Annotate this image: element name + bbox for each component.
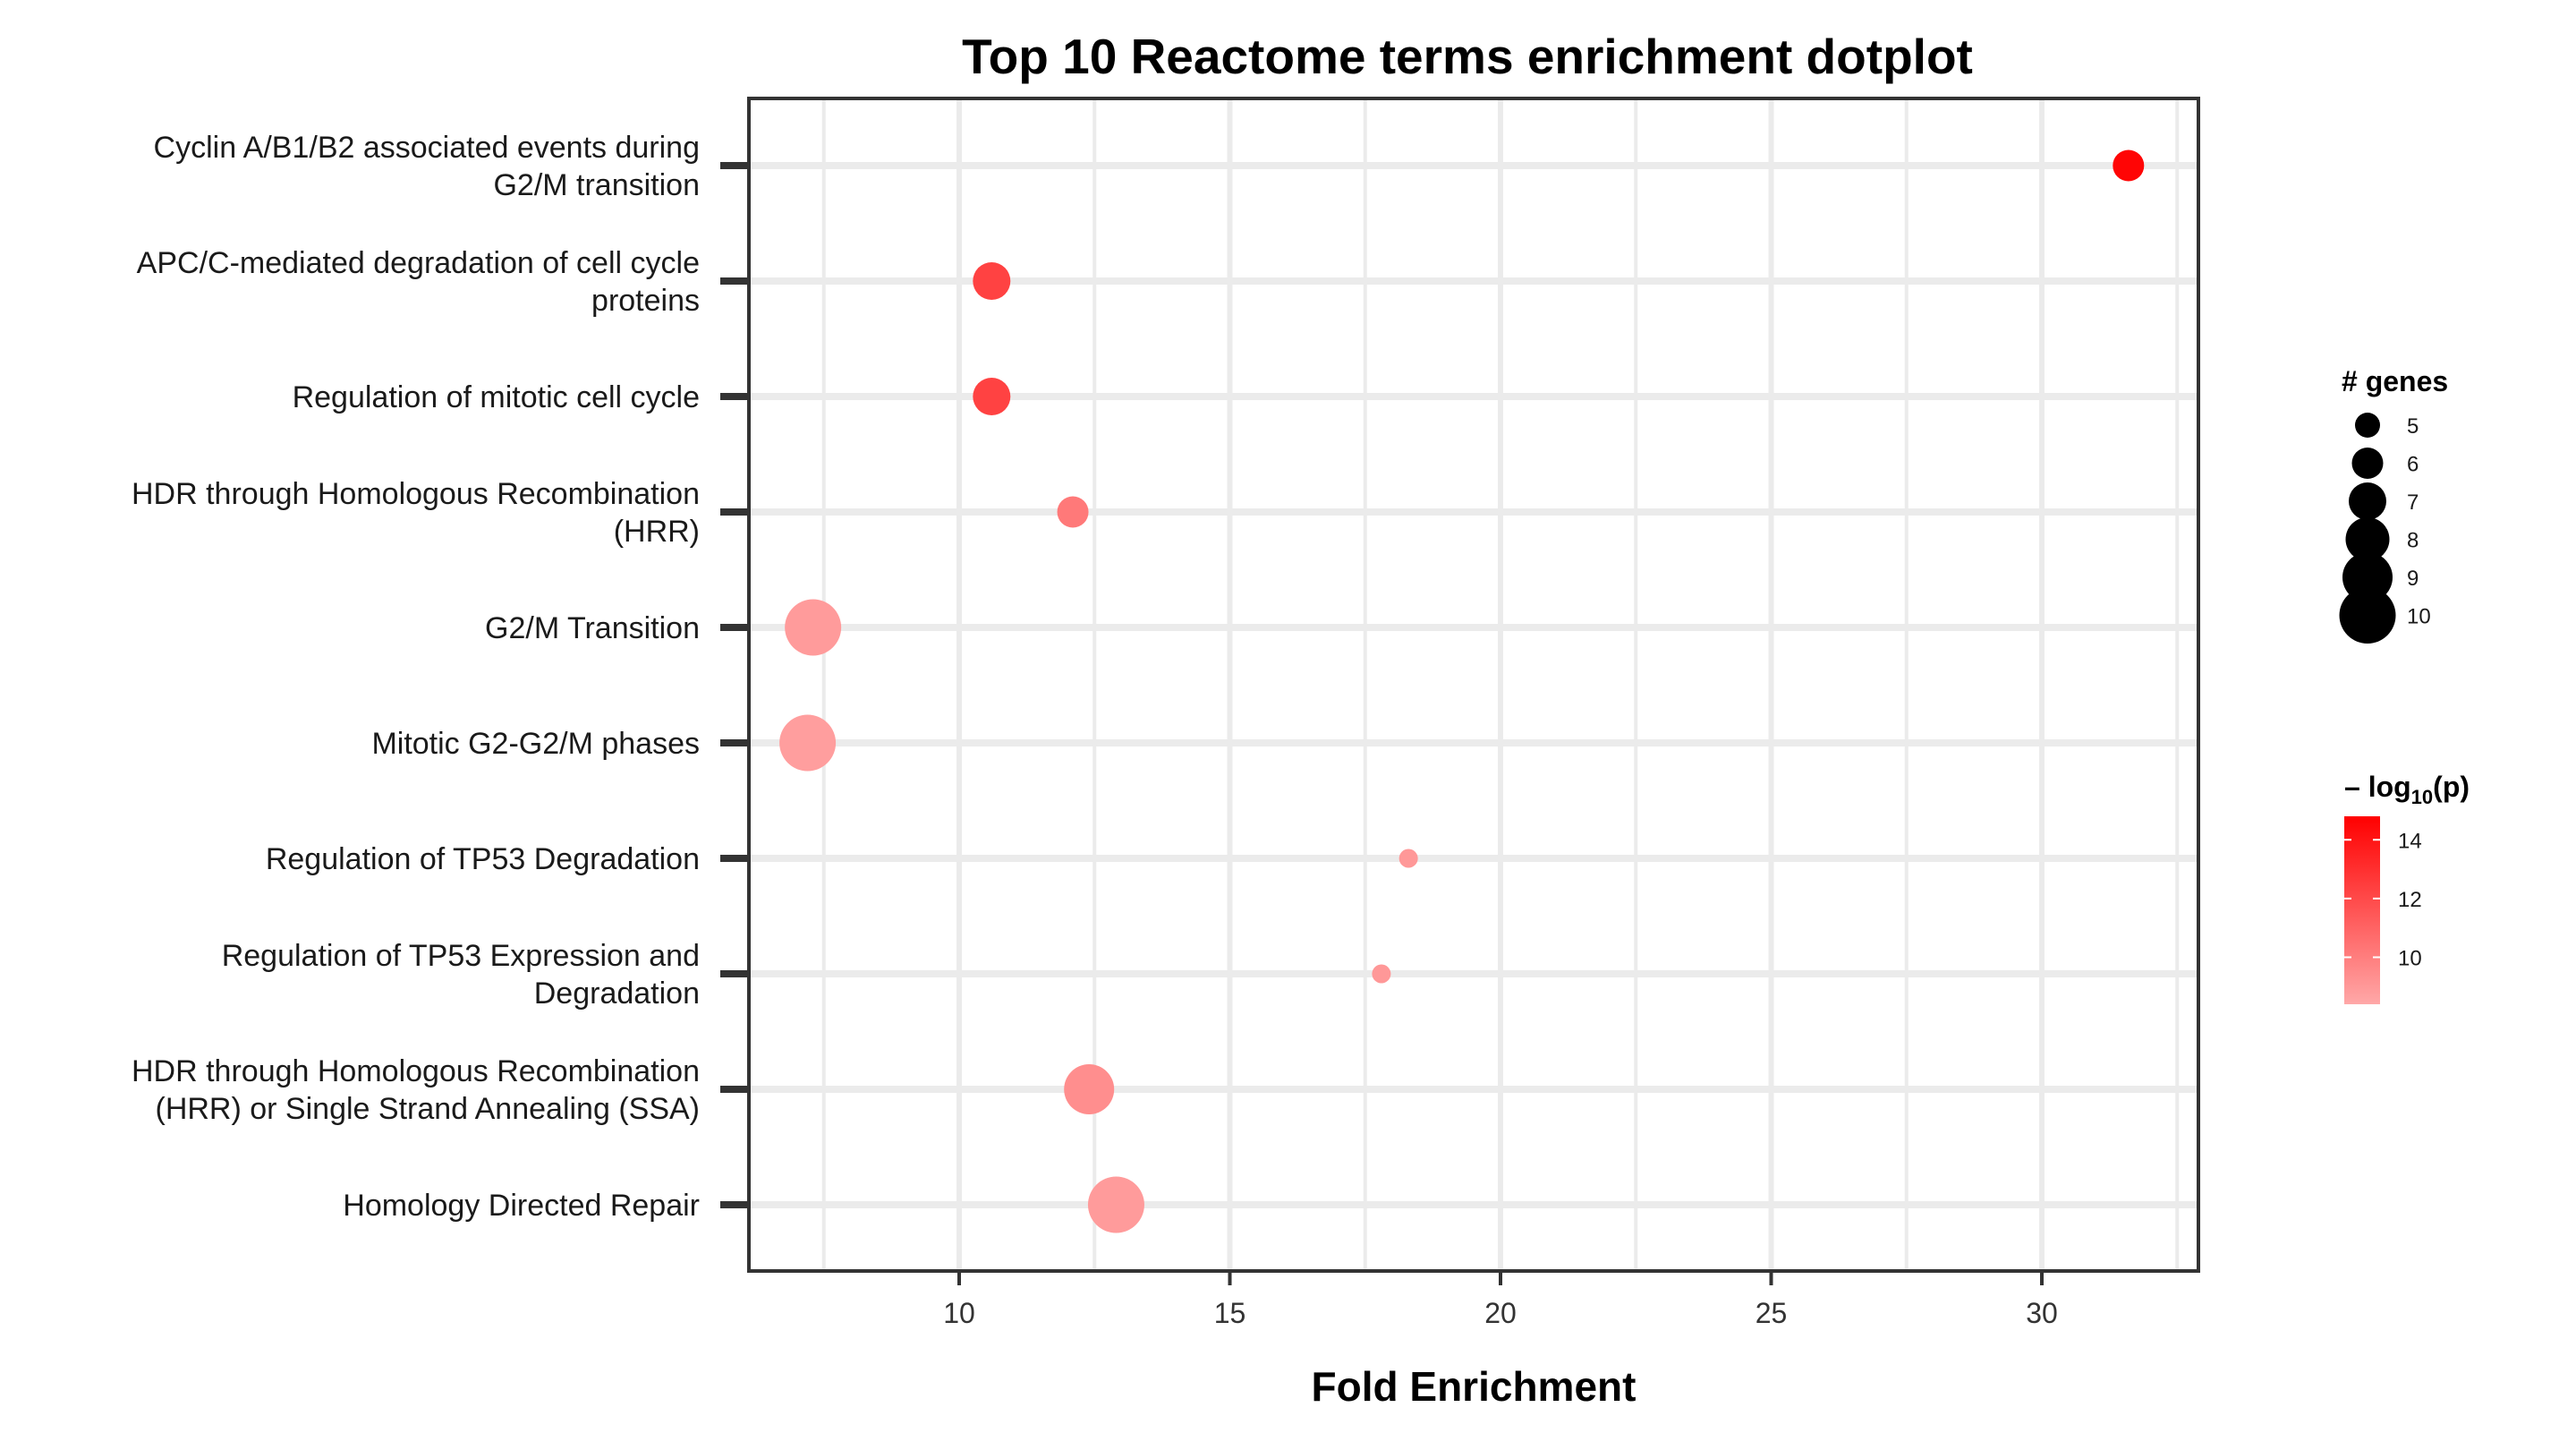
color-legend-title-prefix: – log xyxy=(2344,771,2411,803)
y-tick-label: Regulation of mitotic cell cycle xyxy=(293,380,700,414)
x-tick-label: 10 xyxy=(943,1297,975,1329)
size-legend-dot xyxy=(2345,517,2390,561)
size-legend-dot xyxy=(2351,448,2384,479)
data-point xyxy=(1372,964,1391,984)
data-point xyxy=(973,378,1011,415)
size-legend: # genes 5 6 7 8 9 10 xyxy=(2339,365,2448,644)
y-tick-label-line: Homology Directed Repair xyxy=(343,1189,700,1223)
colorbar xyxy=(2344,816,2380,1004)
size-legend-dot xyxy=(2355,413,2380,438)
x-axis: 10 15 20 25 30 xyxy=(943,1271,2058,1329)
y-tick-label: Homology Directed Repair xyxy=(343,1189,700,1223)
y-tick-label-line: HDR through Homologous Recombination xyxy=(132,1054,700,1088)
y-tick-label-line: Mitotic G2-G2/M phases xyxy=(371,727,700,761)
y-tick-label: HDR through Homologous Recombination (HRR… xyxy=(132,1054,700,1126)
y-tick-label-line: HDR through Homologous Recombination xyxy=(132,477,700,511)
size-legend-dot xyxy=(2339,587,2396,644)
size-legend-label: 5 xyxy=(2407,414,2419,439)
x-tick-label: 20 xyxy=(1484,1297,1517,1329)
y-tick-label-line: Degradation xyxy=(534,977,700,1011)
y-tick-label-line: G2/M Transition xyxy=(485,611,700,645)
size-legend-dot xyxy=(2342,552,2393,602)
y-tick-label-line: proteins xyxy=(591,284,700,318)
data-point xyxy=(785,599,842,656)
size-legend-label: 6 xyxy=(2407,453,2419,477)
y-axis: Cyclin A/B1/B2 associated events during G… xyxy=(132,131,749,1223)
y-tick-label: HDR through Homologous Recombination (HRR… xyxy=(132,477,700,549)
size-legend-title: # genes xyxy=(2342,365,2448,397)
colorbar-tick-label: 10 xyxy=(2398,947,2422,971)
size-legend-label: 7 xyxy=(2407,490,2419,515)
x-tick-label: 25 xyxy=(1756,1297,1788,1329)
data-point xyxy=(1399,849,1418,868)
y-tick-label: APC/C-mediated degradation of cell cycle… xyxy=(137,246,700,318)
x-axis-title: Fold Enrichment xyxy=(1312,1363,1637,1410)
y-tick-label-line: APC/C-mediated degradation of cell cycle xyxy=(137,246,700,280)
color-legend-title-sub: 10 xyxy=(2411,786,2433,808)
y-tick-label: Regulation of TP53 Expression and Degrada… xyxy=(222,939,700,1011)
color-legend-title-suffix: (p) xyxy=(2433,771,2470,803)
y-tick-label-line: G2/M transition xyxy=(493,168,700,202)
data-point xyxy=(1087,1176,1144,1233)
chart-title: Top 10 Reactome terms enrichment dotplot xyxy=(962,29,1973,84)
y-tick-label: G2/M Transition xyxy=(485,611,700,645)
y-tick-label: Regulation of TP53 Degradation xyxy=(266,842,700,876)
size-legend-label: 10 xyxy=(2407,605,2431,629)
size-legend-dot xyxy=(2349,482,2386,520)
x-tick-label: 30 xyxy=(2026,1297,2058,1329)
x-tick-label: 15 xyxy=(1214,1297,1246,1329)
y-tick-label: Cyclin A/B1/B2 associated events during G… xyxy=(154,131,700,202)
y-tick-label-line: (HRR) xyxy=(614,515,700,549)
y-tick-label-line: Regulation of TP53 Expression and xyxy=(222,939,700,973)
data-point xyxy=(2113,149,2145,182)
plot-panel-border xyxy=(747,97,2200,1273)
colorbar-tick-label: 12 xyxy=(2398,888,2422,912)
data-point xyxy=(1064,1064,1115,1114)
colorbar-tick-label: 14 xyxy=(2398,829,2422,853)
grid xyxy=(749,98,2198,1271)
data-point xyxy=(973,262,1011,300)
color-legend-title: – log10(p) xyxy=(2344,771,2470,808)
data-point xyxy=(779,714,837,772)
size-legend-label: 8 xyxy=(2407,529,2419,553)
data-point xyxy=(1057,496,1089,528)
y-tick-label-line: (HRR) or Single Strand Annealing (SSA) xyxy=(156,1092,701,1126)
size-legend-label: 9 xyxy=(2407,567,2419,591)
y-tick-label-line: Cyclin A/B1/B2 associated events during xyxy=(154,131,700,165)
points xyxy=(779,149,2145,1233)
y-tick-label: Mitotic G2-G2/M phases xyxy=(371,727,700,761)
y-tick-label-line: Regulation of mitotic cell cycle xyxy=(293,380,700,414)
y-tick-label-line: Regulation of TP53 Degradation xyxy=(266,842,700,876)
